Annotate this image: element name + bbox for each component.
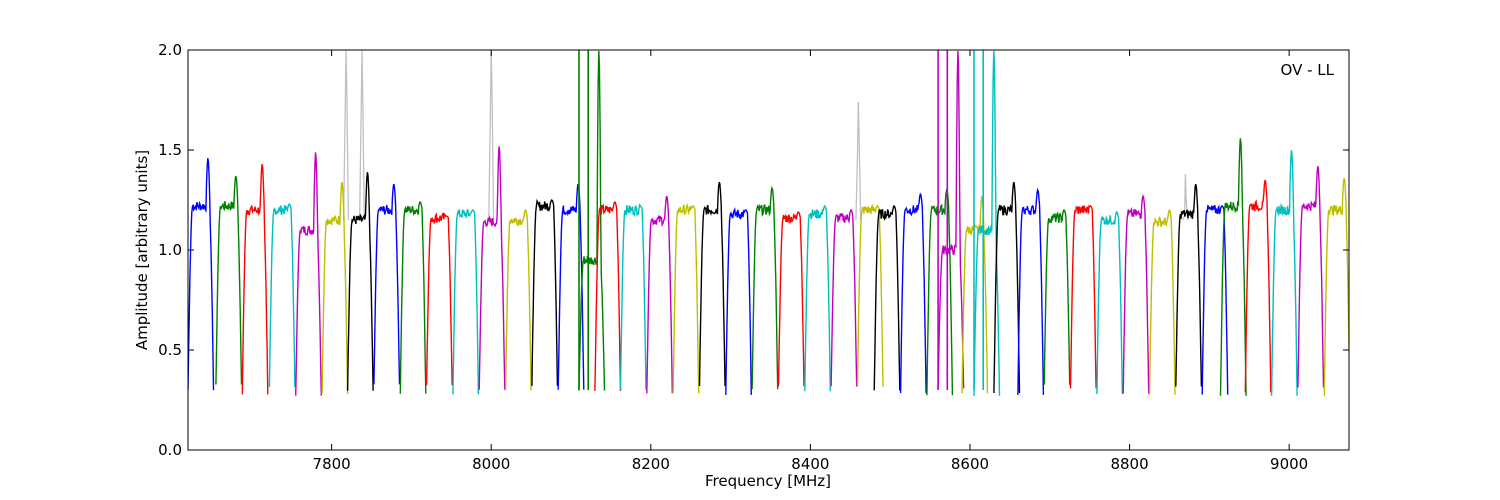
channel-line xyxy=(268,202,296,388)
channel-line xyxy=(373,183,401,385)
background-spike xyxy=(358,50,365,221)
y-tick-label: 0.0 xyxy=(158,441,182,459)
background-spike xyxy=(488,50,495,221)
channel-line xyxy=(830,208,858,387)
y-tick-label: 1.5 xyxy=(158,141,182,159)
channel-line xyxy=(531,198,559,386)
channel-line xyxy=(777,210,805,387)
channel-line xyxy=(804,204,831,392)
channel-line xyxy=(993,181,1021,394)
channel-line xyxy=(1069,204,1097,389)
background-spike xyxy=(342,50,350,221)
channel-line xyxy=(215,175,243,385)
channel-line xyxy=(1175,183,1203,387)
channel-line xyxy=(751,185,779,390)
x-tick-label: 8400 xyxy=(791,455,829,473)
channel-line xyxy=(321,182,349,395)
channel-line xyxy=(1297,166,1325,388)
channel-line xyxy=(1270,150,1298,396)
channel-line xyxy=(1096,210,1124,395)
channel-line xyxy=(425,212,453,386)
channel-line xyxy=(1017,187,1045,395)
channel-line xyxy=(1122,193,1150,394)
channel-line xyxy=(725,207,752,395)
channel-line xyxy=(873,204,901,391)
y-tick-label: 0.5 xyxy=(158,341,182,359)
channel-line xyxy=(188,158,215,391)
channel-line xyxy=(926,187,954,396)
y-tick-label: 2.0 xyxy=(158,41,182,59)
background-spike xyxy=(855,101,862,221)
channel-line xyxy=(672,203,700,394)
channel-line xyxy=(578,50,606,391)
channel-line xyxy=(1219,138,1247,396)
x-tick-label: 7800 xyxy=(313,455,351,473)
channel-line xyxy=(1148,208,1176,395)
channel-line xyxy=(504,208,532,391)
tick-layer: 7800 8000 8200 8400 8600 8800 9000 0.0 0.5 1.0 1.5… xyxy=(158,41,1349,473)
channel-line xyxy=(1043,208,1071,385)
channel-line xyxy=(646,195,673,394)
channel-line xyxy=(619,203,647,390)
channel-line xyxy=(899,192,927,394)
channel-line xyxy=(241,164,269,395)
channel-line xyxy=(478,146,506,390)
background-spike xyxy=(1182,173,1189,221)
y-tick-label: 1.0 xyxy=(158,241,182,259)
annotation-label: OV - LL xyxy=(1281,61,1335,79)
channel-line xyxy=(452,209,480,395)
series-layer xyxy=(188,50,1349,396)
channel-line xyxy=(399,200,427,394)
y-axis-label: Amplitude [arbitrary units] xyxy=(133,150,151,350)
x-tick-label: 8200 xyxy=(632,455,670,473)
channel-line xyxy=(856,203,884,387)
channel-line xyxy=(1244,179,1272,393)
channel-line xyxy=(973,50,1001,396)
x-tick-label: 8600 xyxy=(951,455,989,473)
x-tick-label: 8000 xyxy=(472,455,510,473)
channel-line xyxy=(1323,178,1349,396)
channel-line xyxy=(1201,204,1229,395)
x-axis-label: Frequency [MHz] xyxy=(705,472,831,490)
x-tick-label: 9000 xyxy=(1270,455,1308,473)
x-tick-label: 8800 xyxy=(1110,455,1148,473)
channel-line xyxy=(295,152,322,396)
channel-line xyxy=(698,181,726,387)
channel-line xyxy=(594,200,622,391)
channel-line xyxy=(346,172,374,391)
channel-line xyxy=(937,50,965,389)
